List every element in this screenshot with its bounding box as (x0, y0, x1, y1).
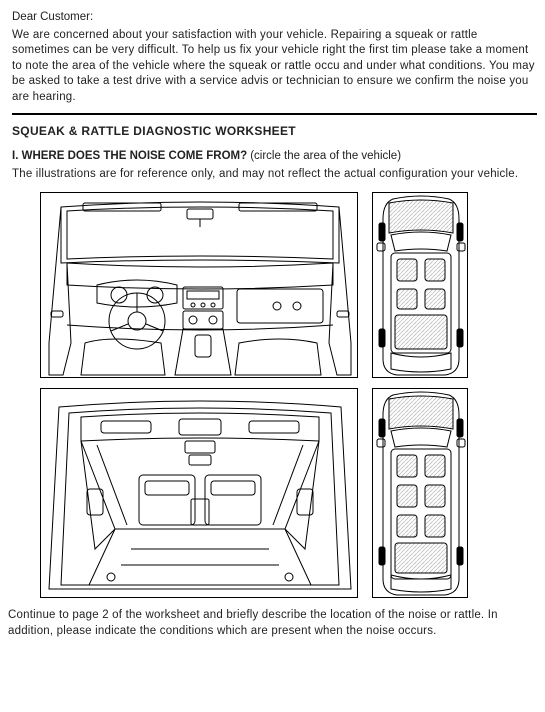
worksheet-title: SQUEAK & RATTLE DIAGNOSTIC WORKSHEET (12, 123, 537, 139)
section-1-note: The illustrations are for reference only… (12, 167, 537, 183)
greeting-text: Dear Customer: (12, 10, 537, 26)
figure-vehicle-top-view-3row (372, 388, 468, 598)
section-divider (12, 113, 537, 115)
figure-row-1 (40, 192, 537, 378)
continue-text: Continue to page 2 of the worksheet and … (8, 608, 537, 639)
figure-row-2 (40, 388, 537, 598)
figure-dashboard-interior (40, 192, 358, 378)
section-1-hint: (circle the area of the vehicle) (250, 150, 401, 162)
section-1-label: I. WHERE DOES THE NOISE COME FROM? (12, 150, 247, 162)
figure-grid (40, 192, 537, 598)
figure-vehicle-top-view (372, 192, 468, 378)
intro-paragraph: We are concerned about your satisfaction… (12, 28, 537, 106)
figure-cargo-interior (40, 388, 358, 598)
section-1-heading: I. WHERE DOES THE NOISE COME FROM? (circ… (12, 149, 537, 165)
